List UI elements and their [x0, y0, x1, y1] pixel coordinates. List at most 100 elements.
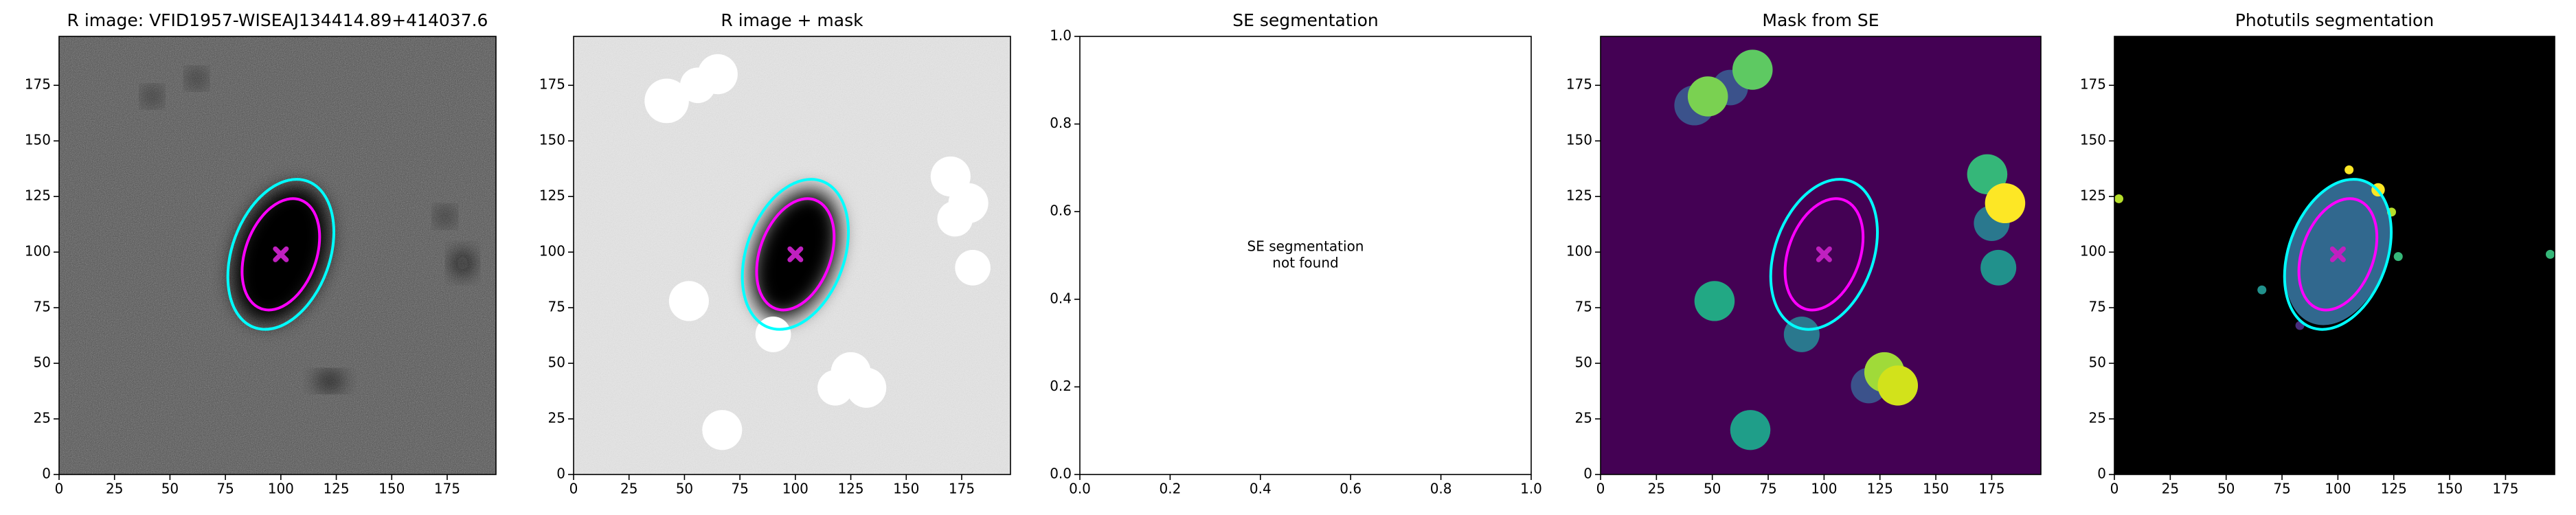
x-tick-label: 50	[161, 481, 179, 497]
aperture-ellipse	[1769, 178, 1879, 331]
panel: 0 25 50 75 100 125 150 175 0 25 50 75 100 125 150 175 R …	[539, 10, 1011, 497]
y-tick-label: 0.2	[1050, 378, 1072, 394]
x-tick-label: 175	[434, 481, 460, 497]
y-tick-label: 0.6	[1050, 203, 1072, 219]
region	[1980, 249, 2017, 286]
y-tick-label: 125	[539, 187, 565, 204]
x-tick-label: 75	[1759, 481, 1776, 497]
panel: 0 25 50 75 100 125 150 175 0 25 50 75 100 125 150 175 R …	[25, 10, 497, 497]
panel-title: Mask from SE	[1762, 10, 1879, 30]
aperture-ellipse	[240, 197, 321, 312]
x-tick-label: 25	[620, 481, 637, 497]
region	[190, 71, 203, 86]
panel: 0 25 50 75 100 125 150 175 0 25 50 75 100 125 150 175 Ph…	[2080, 10, 2555, 497]
y-tick-label: 175	[1566, 76, 1592, 93]
aperture-ellipse	[1783, 197, 1865, 312]
y-tick-label: 175	[539, 76, 565, 93]
aperture-ellipse	[2297, 197, 2379, 312]
y-tick-label: 150	[539, 132, 565, 148]
region	[145, 89, 159, 104]
image-area	[2114, 36, 2555, 474]
aperture-ellipse	[755, 197, 836, 312]
y-tick-label: 100	[539, 243, 565, 260]
annotation: not found	[1272, 255, 1338, 271]
panel-title: R image: VFID1957-WISEAJ134414.89+414037…	[67, 10, 488, 30]
y-tick-label: 50	[548, 354, 565, 371]
x-tick-label: 0.4	[1250, 481, 1272, 497]
x-tick-label: 150	[379, 481, 405, 497]
center-marker	[787, 246, 804, 262]
region	[697, 54, 738, 95]
y-tick-label: 25	[34, 410, 51, 426]
axes-frame	[2114, 36, 2555, 475]
x-tick-label: 75	[2273, 481, 2290, 497]
x-tick-label: 0	[55, 481, 64, 497]
y-tick-label: 50	[1575, 354, 1592, 371]
region	[955, 249, 991, 286]
x-tick-label: 150	[893, 481, 919, 497]
region	[2545, 249, 2555, 259]
y-tick-label: 25	[1575, 410, 1592, 426]
x-tick-label: 0.2	[1159, 481, 1181, 497]
x-tick-label: 1.0	[1520, 481, 1542, 497]
region	[316, 374, 343, 388]
region	[2257, 285, 2267, 295]
region	[1877, 365, 1919, 406]
axes-frame	[1600, 36, 2042, 475]
x-tick-label: 100	[2325, 481, 2351, 497]
region	[2345, 165, 2354, 174]
aperture-ellipse	[2283, 178, 2393, 331]
y-tick-label: 0.0	[1050, 466, 1072, 482]
x-tick-label: 150	[2437, 481, 2463, 497]
axes-frame	[1079, 36, 1532, 475]
region	[668, 281, 709, 321]
y-tick-label: 50	[34, 354, 51, 371]
y-tick-label: 150	[1566, 132, 1592, 148]
x-tick-label: 25	[1648, 481, 1665, 497]
image-area	[574, 36, 1010, 474]
annotation: SE segmentation	[1247, 238, 1364, 255]
panel-title: R image + mask	[721, 10, 863, 30]
axes-frame	[573, 36, 1011, 475]
x-tick-label: 175	[1978, 481, 2004, 497]
x-tick-label: 125	[1867, 481, 1893, 497]
region	[644, 78, 689, 124]
y-tick-label: 0.8	[1050, 115, 1072, 131]
region	[438, 209, 452, 224]
x-tick-label: 175	[949, 481, 975, 497]
x-tick-label: 125	[2381, 481, 2407, 497]
x-tick-label: 50	[2217, 481, 2235, 497]
panel-title: Photutils segmentation	[2235, 10, 2434, 30]
region	[1985, 183, 2026, 224]
y-tick-label: 125	[1566, 187, 1592, 204]
x-tick-label: 0.8	[1430, 481, 1452, 497]
region	[1687, 76, 1728, 117]
x-tick-label: 100	[782, 481, 809, 497]
y-tick-label: 25	[548, 410, 565, 426]
region	[1730, 410, 1771, 450]
y-tick-label: 1.0	[1050, 27, 1072, 44]
y-tick-label: 100	[2080, 243, 2106, 260]
panel-title: SE segmentation	[1232, 10, 1378, 30]
region	[817, 369, 853, 406]
x-tick-label: 125	[837, 481, 863, 497]
x-tick-label: 100	[268, 481, 294, 497]
y-tick-label: 175	[25, 76, 51, 93]
aperture-ellipse	[226, 178, 336, 331]
y-tick-label: 0	[42, 466, 51, 482]
x-tick-label: 150	[1923, 481, 1949, 497]
y-tick-label: 150	[2080, 132, 2106, 148]
y-tick-label: 25	[2089, 410, 2106, 426]
x-tick-label: 50	[676, 481, 693, 497]
y-tick-label: 150	[25, 132, 51, 148]
x-tick-label: 175	[2492, 481, 2518, 497]
x-tick-label: 125	[323, 481, 349, 497]
x-tick-label: 0.0	[1069, 481, 1091, 497]
y-tick-label: 175	[2080, 76, 2106, 93]
region	[2393, 252, 2403, 262]
region	[1694, 281, 1735, 321]
y-tick-label: 0	[1583, 466, 1592, 482]
x-tick-label: 50	[1704, 481, 1721, 497]
y-tick-label: 0	[2097, 466, 2106, 482]
